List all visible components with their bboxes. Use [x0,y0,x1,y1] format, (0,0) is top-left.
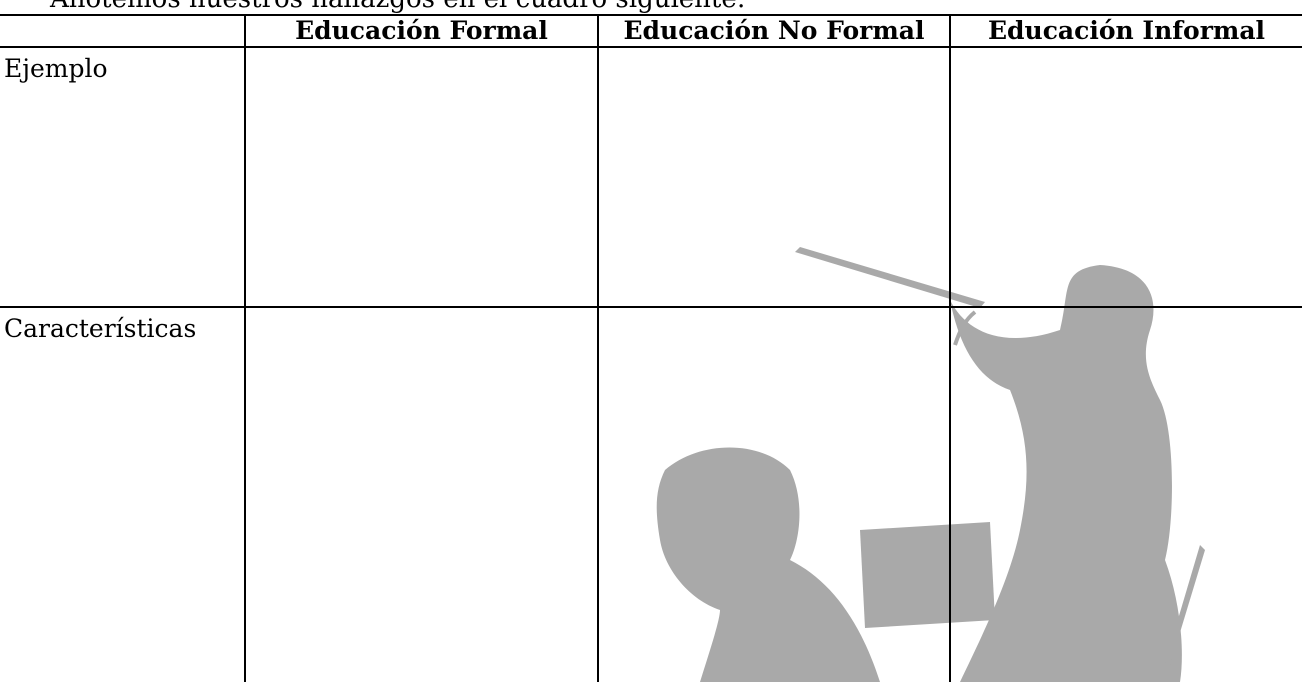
table-border [949,15,951,682]
table-border [0,46,1302,48]
table-border [0,306,1302,308]
column-header: Educación No Formal [623,16,925,45]
drum [860,522,995,628]
row-label: Características [4,314,197,343]
stick [1160,545,1205,682]
arm [953,310,977,346]
figure-small [656,447,880,682]
row-label: Ejemplo [4,54,108,83]
intro-text: Anotemos nuestros hallazgos en el cuadro… [50,0,746,14]
figure-tall [950,265,1182,682]
table-border [597,15,599,682]
table-border [244,15,246,682]
baton [795,247,985,308]
column-header: Educación Formal [295,16,548,45]
table-border [0,14,1302,16]
column-header: Educación Informal [987,16,1266,45]
